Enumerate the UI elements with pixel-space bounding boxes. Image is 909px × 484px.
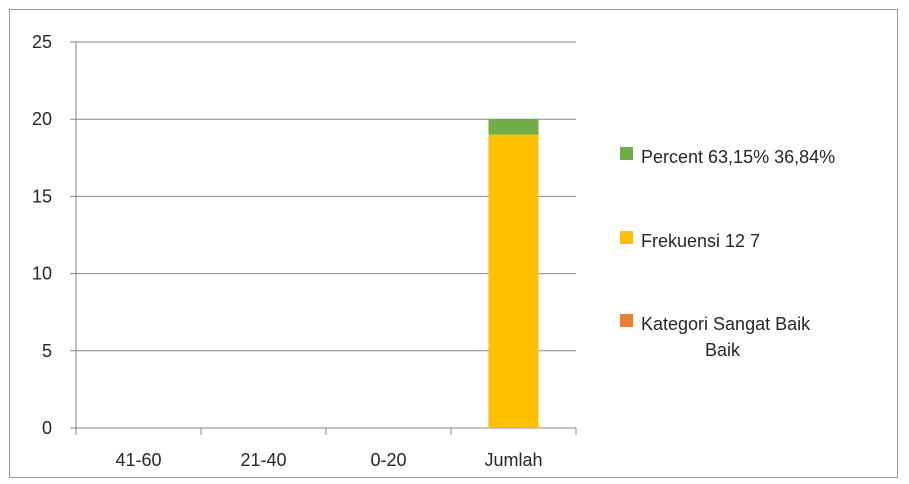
y-tick-label: 15 <box>32 186 52 206</box>
legend-label: Percent 63,15% 36,84% <box>641 147 835 167</box>
legend: Percent 63,15% 36,84% Frekuensi 12 7 Kateg… <box>620 147 835 360</box>
x-tick-label: 41-60 <box>115 450 161 470</box>
bar-jumlah-series-2 <box>488 119 539 135</box>
y-tick-label: 20 <box>32 109 52 129</box>
x-tick-labels: 41-60 21-40 0-20 Jumlah <box>115 450 542 470</box>
y-tick-labels: 0 5 10 15 20 25 <box>32 32 52 438</box>
x-tick-label: 21-40 <box>240 450 286 470</box>
bar-jumlah-series-1 <box>488 134 539 428</box>
legend-swatch <box>620 231 633 244</box>
y-tick-label: 0 <box>42 418 52 438</box>
chart-frame <box>9 9 898 478</box>
legend-label: Frekuensi 12 7 <box>641 231 760 251</box>
y-tick-label: 5 <box>42 341 52 361</box>
bars <box>488 119 539 428</box>
y-tick-label: 10 <box>32 264 52 284</box>
legend-swatch <box>620 147 633 160</box>
legend-swatch <box>620 314 633 327</box>
axes <box>70 41 577 435</box>
y-tick-label: 25 <box>32 32 52 52</box>
legend-label: Baik <box>705 340 741 360</box>
legend-label: Kategori Sangat Baik <box>641 314 811 334</box>
x-tick-label: Jumlah <box>484 450 542 470</box>
x-tick-label: 0-20 <box>370 450 406 470</box>
